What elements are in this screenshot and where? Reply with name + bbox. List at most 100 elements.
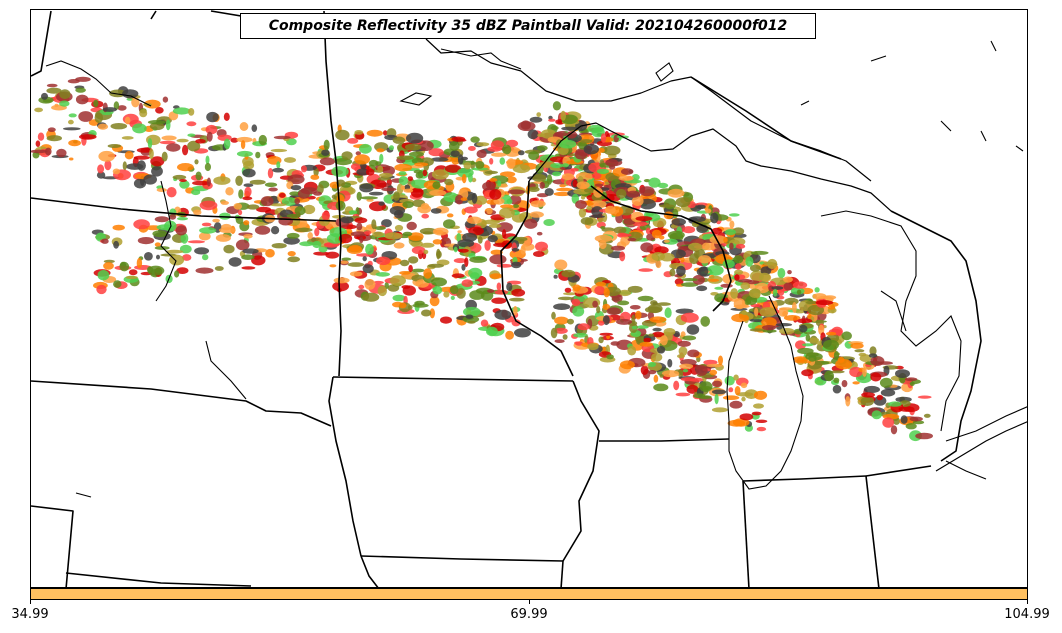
paintball-blob — [97, 270, 110, 281]
paintball-blob — [476, 142, 490, 147]
paintball-blob — [869, 346, 877, 356]
sd-river — [205, 340, 247, 400]
paintball-blob — [278, 192, 286, 198]
paintball-blob — [453, 258, 467, 264]
paintball-blob — [313, 191, 322, 196]
in-north-border — [742, 475, 867, 482]
paintball-blob — [362, 264, 374, 274]
paintball-blob — [147, 266, 154, 273]
paintball-blob — [863, 385, 881, 394]
paintball-blob — [348, 244, 362, 252]
paintball-blob — [723, 237, 728, 243]
paintball-blob — [443, 192, 459, 203]
paintball-blob — [806, 300, 818, 305]
paintball-blob — [724, 375, 735, 386]
paintball-blob — [133, 155, 150, 160]
paintball-blob — [319, 157, 335, 166]
paintball-blob — [512, 164, 531, 174]
paintball-blob — [240, 140, 246, 150]
paintball-blob — [740, 282, 751, 290]
paintball-blob — [460, 197, 468, 201]
paintball-blob — [540, 129, 557, 139]
paintball-blob — [486, 326, 498, 337]
paintball-blob — [122, 89, 139, 99]
paintball-blob — [613, 134, 619, 143]
missouri-river-nd — [45, 60, 152, 107]
paintball-blob — [276, 161, 281, 169]
state-borders — [31, 10, 1027, 587]
paintball-blob — [909, 381, 915, 386]
paintball-blob — [347, 262, 365, 267]
paintball-blob — [149, 148, 154, 160]
paintball-blob — [732, 418, 750, 427]
paintball-blob — [415, 171, 424, 179]
paintball-blob — [561, 269, 576, 278]
paintball-blob — [474, 195, 488, 205]
paintball-blob — [626, 190, 640, 198]
paintball-blob — [463, 306, 481, 317]
paintball-blob — [467, 320, 476, 324]
paintball-blob — [273, 135, 291, 140]
paintball-blob — [56, 148, 67, 158]
paintball-blob — [392, 294, 406, 302]
paintball-blob — [431, 169, 449, 180]
paintball-blob — [68, 157, 74, 161]
paintball-blob — [318, 245, 328, 253]
paintball-blob — [355, 151, 361, 156]
paintball-blob — [798, 324, 808, 333]
paintball-blob — [599, 332, 613, 336]
paintball-blob — [850, 342, 864, 349]
paintball-blob — [156, 254, 160, 260]
paintball-blob — [121, 136, 134, 140]
paintball-blob — [600, 133, 607, 144]
paintball-blob — [374, 226, 386, 231]
paintball-blob — [188, 108, 195, 116]
paintball-blob — [408, 264, 413, 273]
paintball-blob — [718, 355, 723, 366]
paintball-blob — [680, 377, 697, 382]
paintball-blob — [260, 196, 274, 207]
paintball-blob — [356, 191, 362, 201]
paintball-blob — [598, 336, 604, 344]
paintball-blob — [482, 181, 496, 192]
paintball-blob — [629, 305, 641, 310]
paintball-blob — [238, 189, 244, 199]
paintball-blob — [550, 125, 559, 131]
paintball-blob — [268, 187, 278, 192]
paintball-blob — [139, 109, 148, 118]
paintball-blob — [529, 116, 543, 123]
paintball-blob — [807, 314, 812, 319]
paintball-blob — [655, 260, 662, 269]
paintball-blob — [290, 185, 302, 191]
paintball-blob — [456, 288, 466, 299]
paintball-blob — [643, 337, 652, 343]
paintball-blob — [356, 222, 363, 231]
paintball-blob — [403, 188, 414, 193]
paintball-blob — [543, 219, 555, 226]
ne-ks-border — [31, 505, 74, 587]
paintball-blob — [354, 130, 364, 135]
paintball-blob — [824, 370, 834, 382]
paintball-blob — [246, 204, 260, 210]
paintball-blob — [422, 231, 433, 235]
paintball-blob — [154, 216, 170, 223]
paintball-blob — [833, 351, 840, 360]
paintball-blob — [580, 217, 594, 225]
paintball-blob — [575, 200, 587, 209]
paintball-blob — [833, 377, 840, 383]
paintball-blob — [573, 333, 588, 338]
paintball-blob — [362, 256, 367, 262]
paintball-blob — [711, 389, 727, 395]
paintball-blob — [692, 274, 705, 285]
paintball-blob — [362, 292, 380, 302]
paintball-blob — [578, 207, 587, 218]
paintball-blob — [546, 174, 553, 185]
paintball-blob — [152, 230, 168, 238]
paintball-blob — [117, 105, 127, 111]
paintball-blob — [384, 232, 402, 240]
paintball-blob — [700, 316, 710, 327]
paintball-blob — [695, 365, 708, 376]
paintball-blob — [557, 296, 574, 301]
paintball-blob — [450, 295, 455, 300]
paintball-blob — [660, 335, 668, 346]
